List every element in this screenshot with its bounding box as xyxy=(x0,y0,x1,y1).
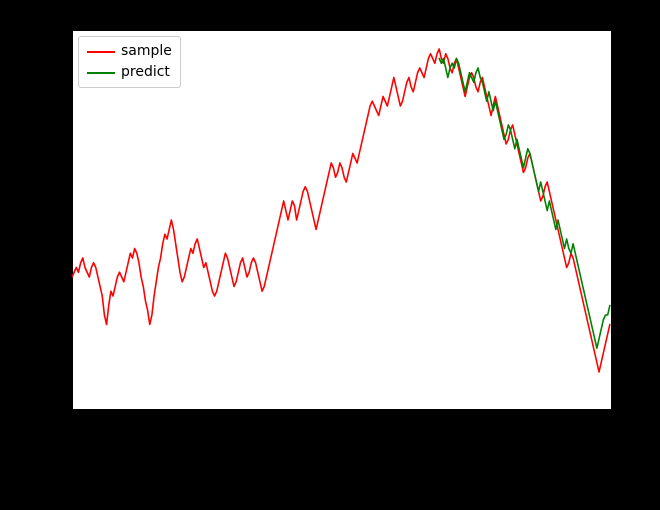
legend-swatch-sample xyxy=(87,51,115,53)
legend-swatch-predict xyxy=(87,72,115,74)
legend-label-sample: sample xyxy=(121,41,172,62)
legend-item-predict: predict xyxy=(87,62,172,83)
series-sample xyxy=(72,49,610,372)
legend-item-sample: sample xyxy=(87,41,172,62)
legend: sample predict xyxy=(78,36,181,88)
legend-label-predict: predict xyxy=(121,62,170,83)
